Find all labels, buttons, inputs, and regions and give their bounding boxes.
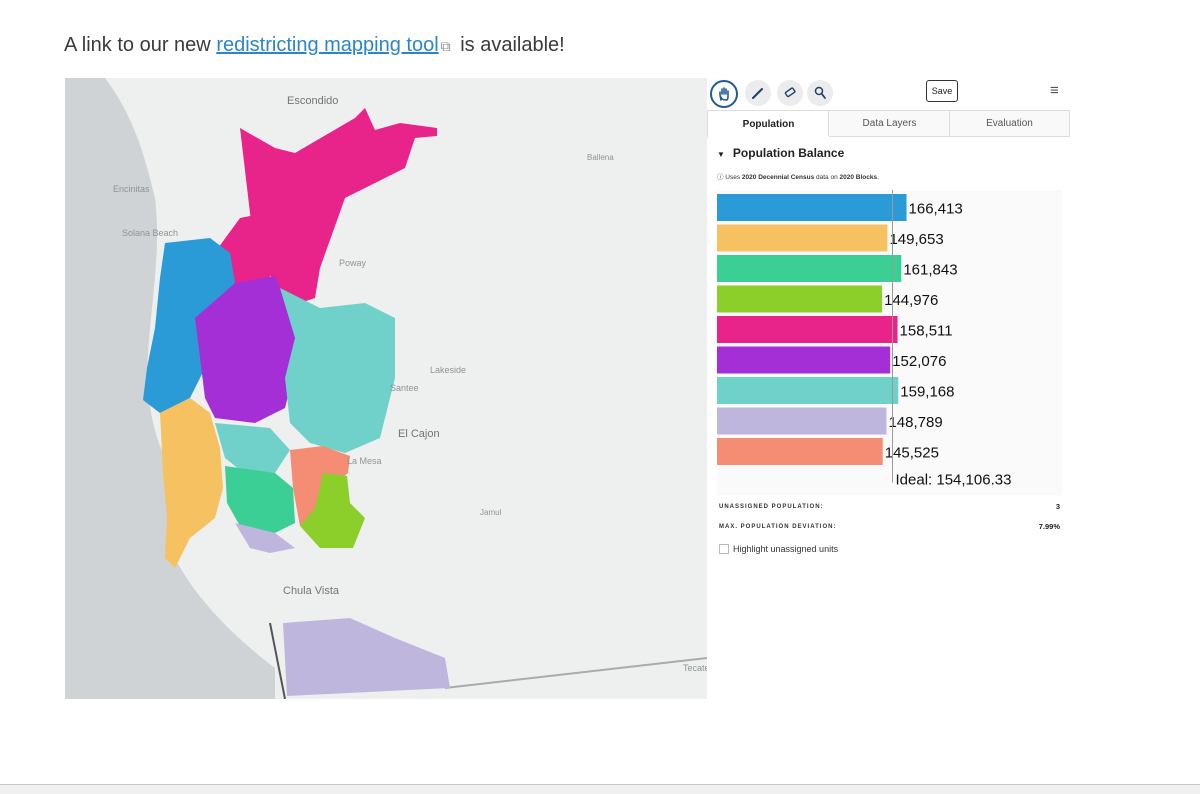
- bar-value-label: 145,525: [885, 445, 939, 462]
- place-label: Encinitas: [113, 184, 150, 194]
- intro-suffix: is available!: [454, 34, 565, 56]
- place-label: Jamul: [480, 508, 502, 517]
- district-12: [283, 618, 450, 696]
- note-dataset: 2020 Decennial Census: [741, 174, 815, 181]
- district-6: [195, 276, 300, 423]
- intro-text: A link to our new redistricting mapping …: [64, 34, 565, 57]
- population-balance-header[interactable]: ▼ Population Balance: [717, 146, 844, 160]
- place-label: Poway: [339, 258, 367, 268]
- bar-district-3: [717, 255, 902, 282]
- pan-tool-button[interactable]: [710, 80, 738, 108]
- place-label: Santee: [390, 383, 419, 393]
- place-label: Ballena: [587, 153, 614, 162]
- bar-value-label: 166,413: [909, 201, 963, 218]
- district-1: [143, 238, 235, 413]
- bar-value-label: 149,653: [889, 231, 943, 248]
- note-mid: data on: [814, 174, 840, 181]
- census-note: ⓘ Uses 2020 Decennial Census data on 202…: [717, 171, 879, 181]
- district-7: [280, 288, 395, 453]
- district-2: [160, 398, 223, 568]
- bar-district-8: [717, 407, 887, 435]
- toolbar: Save ≡: [707, 78, 1070, 110]
- hand-icon: [719, 87, 729, 101]
- district-3: [225, 466, 295, 533]
- highlight-unassigned-checkbox[interactable]: Highlight unassigned units: [719, 544, 838, 554]
- magnifier-icon: [814, 86, 826, 99]
- place-label: Tecate: [683, 663, 707, 673]
- hamburger-icon[interactable]: ≡: [1050, 82, 1059, 99]
- bar-value-label: 159,168: [900, 384, 954, 401]
- inspect-tool-button[interactable]: [807, 80, 833, 106]
- deviation-value: 7.99%: [1038, 522, 1060, 531]
- ideal-label: Ideal: 154,106.33: [896, 472, 1012, 489]
- district-11: [235, 523, 295, 553]
- county-border: [269, 622, 286, 699]
- district-4: [300, 473, 365, 548]
- unassigned-label: UNASSIGNED POPULATION:: [719, 504, 824, 510]
- border-line: [444, 657, 707, 689]
- population-bar-chart: 166,413 149,653 161,843 144,976 158,511 152,0…: [717, 190, 1062, 495]
- place-label: Solana Beach: [122, 228, 179, 238]
- tab-evaluation[interactable]: Evaluation: [949, 110, 1070, 136]
- bar-value-label: 152,076: [892, 353, 946, 370]
- coast-water: [65, 78, 275, 699]
- place-label: El Cajon: [398, 428, 440, 440]
- sidebar-panel: Save ≡ Population Data Layers Evaluation…: [707, 78, 1070, 699]
- district-map[interactable]: Escondido Encinitas Solana Beach Ballena…: [65, 78, 707, 699]
- tab-data-layers[interactable]: Data Layers: [828, 110, 951, 136]
- district-5: [290, 446, 350, 526]
- place-label: Chula Vista: [283, 585, 340, 597]
- place-label: Escondido: [287, 95, 339, 107]
- note-prefix: Uses: [723, 174, 742, 181]
- bar-district-2: [717, 224, 888, 252]
- bar-district-7: [717, 377, 899, 404]
- tab-bar: Population Data Layers Evaluation: [707, 110, 1070, 138]
- external-link-icon: ⧉: [440, 38, 451, 54]
- place-label: Lakeside: [430, 365, 467, 375]
- bar-district-9: [717, 438, 883, 465]
- place-label: La Mesa: [347, 456, 382, 466]
- bar-value-label: 158,511: [900, 323, 953, 340]
- deviation-label: MAX. POPULATION DEVIATION:: [719, 524, 837, 530]
- unassigned-value: 3: [1055, 502, 1060, 511]
- bar-value-label: 144,976: [884, 292, 938, 309]
- intro-prefix: A link to our new: [64, 34, 217, 56]
- district-8: [215, 423, 290, 473]
- bar-value-label: 148,789: [888, 414, 942, 431]
- info-icon: ⓘ: [717, 174, 724, 181]
- highlight-label: Highlight unassigned units: [733, 544, 839, 554]
- caret-down-icon: ▼: [717, 150, 725, 159]
- mapping-tool-link[interactable]: redistricting mapping tool: [216, 34, 439, 56]
- checkbox-box[interactable]: [719, 544, 729, 554]
- note-end: .: [877, 174, 879, 181]
- bar-district-4: [717, 285, 883, 313]
- brush-tool-button[interactable]: [745, 80, 771, 106]
- save-button[interactable]: Save: [926, 80, 958, 102]
- district-10: [240, 108, 437, 308]
- bar-value-label: 161,843: [903, 262, 957, 279]
- bar-district-1: [717, 194, 907, 221]
- bar-district-6: [717, 346, 891, 374]
- note-units: 2020 Blocks: [839, 174, 878, 181]
- bar-district-5: [717, 316, 898, 343]
- tab-population[interactable]: Population: [707, 110, 830, 138]
- pencil-icon: [752, 88, 763, 99]
- window-bottom-bar: [0, 784, 1200, 794]
- eraser-icon: [784, 87, 796, 98]
- section-title: Population Balance: [732, 146, 845, 160]
- eraser-tool-button[interactable]: [777, 80, 803, 106]
